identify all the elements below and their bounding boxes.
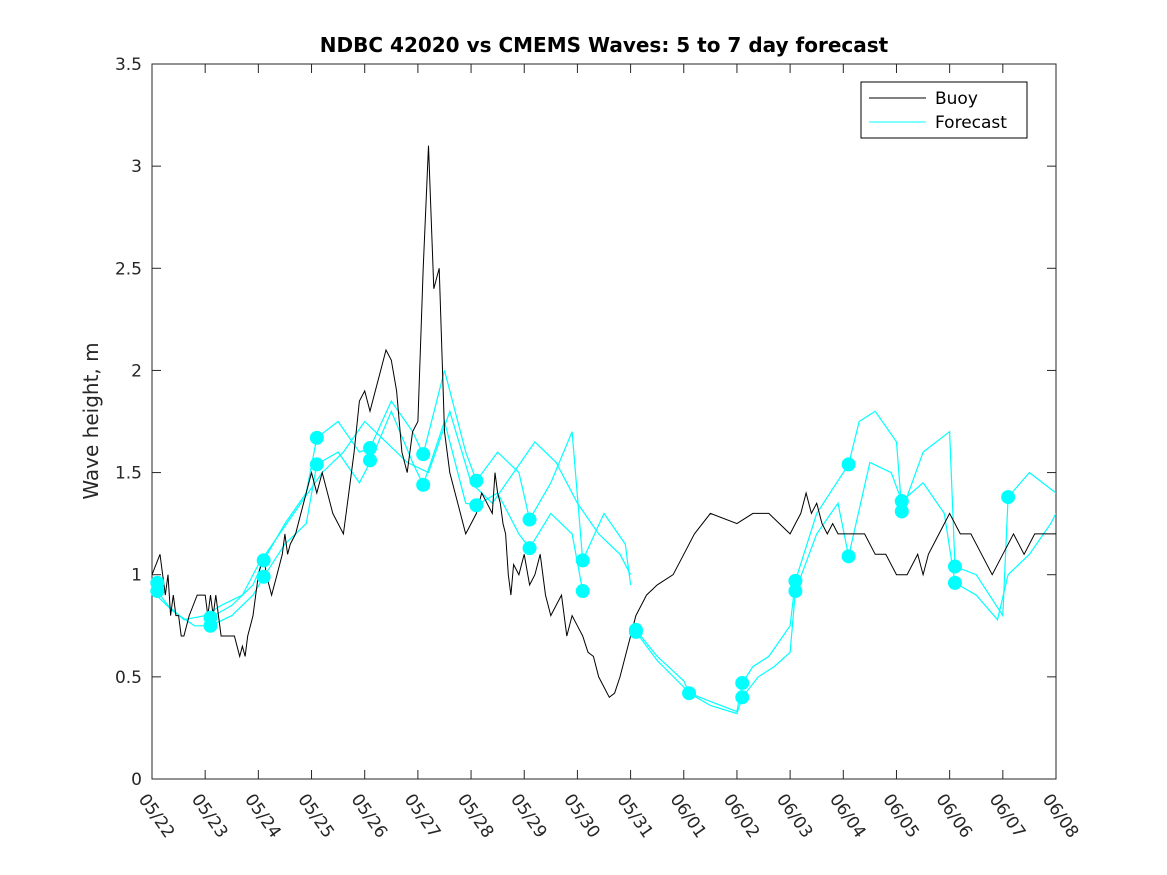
forecast-marker (628, 624, 643, 639)
chart-title: NDBC 42020 vs CMEMS Waves: 5 to 7 day fo… (320, 33, 889, 57)
forecast-marker (309, 430, 324, 445)
forecast-marker (575, 584, 590, 599)
forecast-marker (256, 553, 271, 568)
forecast-marker (416, 447, 431, 462)
axes-box (151, 63, 1057, 780)
y-tick-label: 2.5 (115, 259, 142, 279)
legend-box (860, 81, 1028, 139)
forecast-marker (894, 504, 909, 519)
forecast-marker (256, 569, 271, 584)
forecast-marker (363, 441, 378, 456)
y-tick-label: 3.5 (115, 55, 142, 75)
forecast-marker (841, 457, 856, 472)
y-tick-label: 1 (131, 566, 142, 586)
forecast-marker (735, 690, 750, 705)
legend: Buoy Forecast (860, 81, 1028, 139)
forecast-marker (309, 457, 324, 472)
y-tick-label: 3 (131, 157, 142, 177)
forecast-marker (416, 477, 431, 492)
forecast-marker (841, 549, 856, 564)
forecast-marker (947, 559, 962, 574)
forecast-marker (894, 494, 909, 509)
y-tick-label: 2 (131, 361, 142, 381)
forecast-marker (363, 453, 378, 468)
forecast-marker (203, 618, 218, 633)
forecast-marker (150, 584, 165, 599)
buoy-line (152, 145, 1056, 699)
legend-label-forecast: Forecast (935, 113, 1007, 133)
forecast-marker (788, 584, 803, 599)
y-tick-label: 0.5 (115, 668, 142, 688)
forecast-marker (522, 512, 537, 527)
forecast-line (152, 409, 632, 621)
forecast-marker (469, 498, 484, 513)
forecast-marker (522, 541, 537, 556)
forecast-marker (1001, 490, 1016, 505)
y-axis-label: Wave height, m (79, 342, 103, 499)
forecast-marker (575, 553, 590, 568)
y-tick-label: 0 (131, 770, 142, 790)
forecast-marker (682, 686, 697, 701)
forecast-line (635, 461, 1056, 715)
forecast-marker (735, 675, 750, 690)
forecast-marker (788, 573, 803, 588)
forecast-marker (469, 473, 484, 488)
legend-label-buoy: Buoy (935, 89, 978, 109)
forecast-marker (947, 575, 962, 590)
y-tick-label: 1.5 (115, 464, 142, 484)
